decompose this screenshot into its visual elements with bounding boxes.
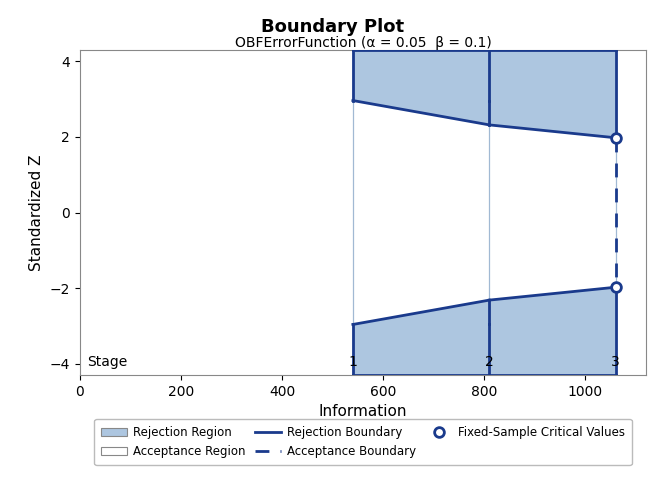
X-axis label: Information: Information xyxy=(319,404,407,419)
Text: 1: 1 xyxy=(348,356,357,370)
Polygon shape xyxy=(490,50,615,138)
Legend: Rejection Region, Acceptance Region, Rejection Boundary, Acceptance Boundary, Fi: Rejection Region, Acceptance Region, Rej… xyxy=(95,419,631,465)
Text: 3: 3 xyxy=(611,356,620,370)
Y-axis label: Standardized Z: Standardized Z xyxy=(29,154,44,271)
Polygon shape xyxy=(353,100,615,324)
Polygon shape xyxy=(490,287,615,375)
Text: Stage: Stage xyxy=(87,356,128,370)
Polygon shape xyxy=(353,300,490,375)
Polygon shape xyxy=(353,50,490,125)
Title: OBFErrorFunction (α = 0.05  β = 0.1): OBFErrorFunction (α = 0.05 β = 0.1) xyxy=(234,36,492,50)
Text: Boundary Plot: Boundary Plot xyxy=(262,18,404,36)
Text: 2: 2 xyxy=(485,356,494,370)
